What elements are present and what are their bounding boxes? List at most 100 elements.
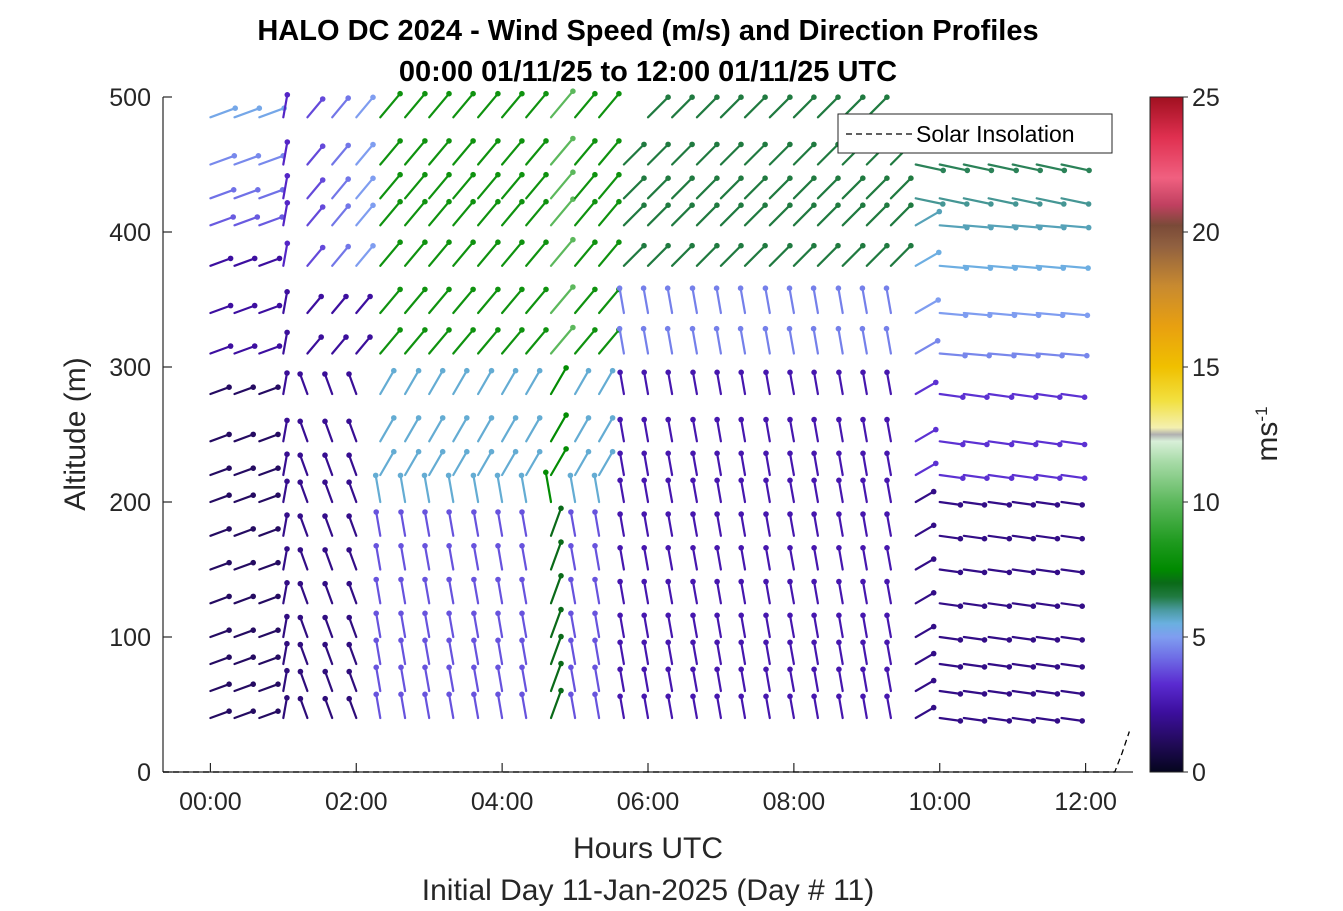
wind-arrow-shaft <box>569 510 577 537</box>
wind-arrow-head <box>284 289 290 295</box>
wind-arrow-head <box>322 513 328 519</box>
wind-arrow-shaft <box>593 474 601 504</box>
wind-arrow-head <box>345 176 352 182</box>
wind-arrow-shaft <box>258 595 280 605</box>
wind-arrow-shaft <box>299 582 309 605</box>
wind-arrow-head <box>665 666 671 673</box>
wind-arrow-shaft <box>597 139 621 166</box>
wind-arrow-shaft <box>258 629 280 639</box>
wind-arrow-head <box>398 576 404 583</box>
wind-arrow-head <box>471 509 477 515</box>
wind-arrow-head <box>1084 352 1090 359</box>
wind-arrow-shaft <box>428 328 451 355</box>
wind-arrow-head <box>373 610 380 617</box>
wind-arrow-shaft <box>282 669 288 693</box>
wind-arrow-head <box>250 593 256 600</box>
wind-arrow-head <box>762 175 768 181</box>
wind-arrow-shaft <box>792 143 816 166</box>
wind-arrow-shaft <box>1060 264 1090 270</box>
wind-arrow-head <box>787 545 793 551</box>
wind-arrow-shaft <box>788 479 796 504</box>
wind-arrow-head <box>254 187 261 193</box>
wind-arrow-shaft <box>324 548 334 571</box>
wind-arrow-head <box>227 255 234 262</box>
wind-arrow-shaft <box>837 287 844 315</box>
wind-arrow-head <box>860 94 866 100</box>
wind-arrow-head <box>957 691 964 697</box>
x-tick-label: 10:00 <box>908 788 971 816</box>
wind-arrow-shaft <box>1011 534 1035 540</box>
wind-arrow-shaft <box>348 548 358 571</box>
wind-arrow-head <box>1081 441 1088 448</box>
wind-arrow-shaft <box>764 614 771 639</box>
wind-arrow-head <box>738 94 744 100</box>
wind-arrow-shaft <box>593 639 601 666</box>
wind-arrow-head <box>563 412 569 418</box>
wind-arrow-shaft <box>233 386 255 396</box>
wind-arrow-head <box>397 286 403 293</box>
wind-arrow-head <box>883 325 890 332</box>
wind-arrow-shaft <box>1011 602 1035 608</box>
wind-arrow-head <box>811 369 817 376</box>
wind-arrow-head <box>495 171 501 178</box>
wind-arrow-head <box>957 502 964 508</box>
wind-arrow-shaft <box>861 546 868 571</box>
wind-arrow-head <box>275 465 281 472</box>
wind-arrow-shaft <box>209 304 232 315</box>
wind-arrow-head <box>884 545 890 551</box>
wind-arrow-head <box>284 200 291 206</box>
wind-arrow-shaft <box>233 595 255 605</box>
wind-arrow-head <box>714 202 720 208</box>
wind-arrow-shaft <box>764 371 771 396</box>
wind-arrow-head <box>617 578 623 585</box>
wind-arrow-shaft <box>448 666 455 693</box>
wind-arrow-head <box>641 202 647 208</box>
y-axis-label: Altitude (m) <box>59 357 92 510</box>
wind-arrow-shaft <box>865 177 889 200</box>
wind-arrow-head <box>940 167 946 174</box>
wind-arrow-shaft <box>306 178 324 200</box>
wind-arrow-shaft <box>258 188 284 200</box>
wind-arrow-shaft <box>306 336 323 355</box>
wind-arrow-head <box>275 492 281 499</box>
wind-arrow-head <box>738 545 744 551</box>
wind-arrow-shaft <box>399 474 407 504</box>
wind-arrow-head <box>836 416 842 423</box>
wind-arrow-head <box>1054 664 1061 670</box>
wind-arrow-shaft <box>962 311 991 317</box>
wind-arrow-head <box>568 543 574 549</box>
wind-arrow-shaft <box>695 143 719 166</box>
wind-arrow-head <box>665 639 671 646</box>
wind-arrow-shaft <box>1035 716 1059 723</box>
wind-arrow-head <box>860 450 866 457</box>
wind-arrow-head <box>512 448 519 455</box>
wind-arrow-shaft <box>544 471 553 504</box>
wind-arrow-head <box>787 450 793 457</box>
wind-arrow-head <box>930 488 937 495</box>
wind-arrow-shaft <box>889 244 913 267</box>
wind-arrow-head <box>558 573 564 579</box>
wind-arrow-head <box>284 370 290 376</box>
wind-arrow-head <box>543 90 549 97</box>
wind-arrow-shaft <box>938 392 964 399</box>
wind-arrow-head <box>275 593 281 600</box>
wind-arrow-shaft <box>1060 568 1084 574</box>
wind-arrow-head <box>835 285 842 292</box>
colorbar-tick-label: 20 <box>1192 219 1220 247</box>
wind-arrow-head <box>835 325 842 332</box>
wind-arrow-head <box>226 654 232 660</box>
wind-arrow-head <box>488 415 495 421</box>
wind-arrow-shaft <box>719 96 743 119</box>
wind-arrow-head <box>343 334 349 340</box>
wind-arrow-shaft <box>299 420 309 443</box>
wind-arrow-shaft <box>812 641 820 666</box>
wind-arrow-head <box>1079 502 1085 508</box>
wind-arrow-shaft <box>768 177 792 200</box>
wind-arrow-shaft <box>299 670 309 693</box>
wind-arrow-head <box>665 242 671 249</box>
wind-arrow-shaft <box>816 204 840 227</box>
wind-arrow-head <box>960 441 966 448</box>
wind-arrow-head <box>226 384 232 391</box>
wind-arrow-head <box>714 416 720 423</box>
wind-arrow-head <box>714 450 720 457</box>
